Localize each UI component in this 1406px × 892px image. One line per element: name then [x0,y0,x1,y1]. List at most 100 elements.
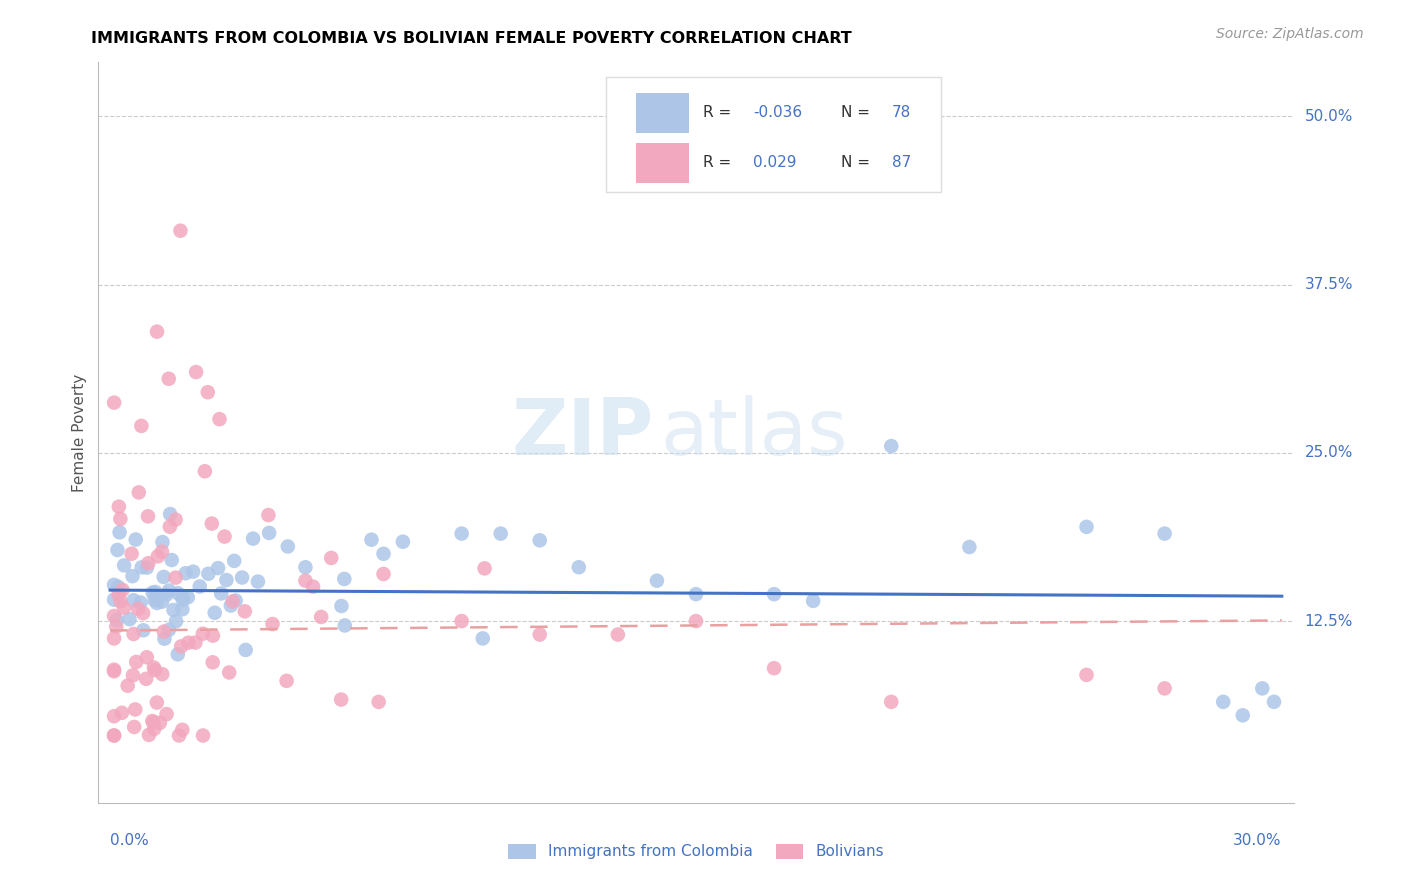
Point [165,614,187,628]
Point [309,610,332,624]
Point [132,624,155,638]
Point [360,533,382,547]
Point [103,663,125,677]
Point [138,556,160,570]
Point [172,592,194,607]
Point [125,655,148,669]
Point [135,672,157,686]
Text: 0.0%: 0.0% [110,833,149,848]
Point [763,587,786,601]
Point [880,439,903,453]
Text: IMMIGRANTS FROM COLOMBIA VS BOLIVIAN FEMALE POVERTY CORRELATION CHART: IMMIGRANTS FROM COLOMBIA VS BOLIVIAN FEM… [91,31,852,46]
Text: R =: R = [703,105,737,120]
Point [142,660,165,674]
Point [177,591,200,605]
Point [107,543,129,558]
Point [474,561,496,575]
Text: 78: 78 [891,105,911,120]
Point [218,665,240,680]
Point [131,418,153,433]
Point [103,729,125,743]
Text: 12.5%: 12.5% [1305,614,1353,629]
Point [645,574,668,588]
Point [121,547,143,561]
Point [172,723,194,737]
Text: 50.0%: 50.0% [1305,109,1353,124]
Text: 87: 87 [891,155,911,170]
Point [129,595,152,609]
FancyBboxPatch shape [637,143,689,183]
Point [1263,695,1285,709]
Point [242,532,264,546]
Point [136,560,159,574]
Point [294,574,316,588]
Point [197,385,219,400]
Point [157,372,180,386]
Point [132,606,155,620]
Point [333,618,356,632]
Point [219,599,242,613]
Point [112,600,135,615]
Point [333,572,356,586]
Point [392,534,415,549]
Point [233,604,256,618]
Point [204,606,226,620]
Point [685,614,707,628]
Point [276,673,298,688]
Point [165,512,187,526]
Point [118,612,141,626]
Point [166,647,188,661]
Point [152,535,174,549]
Point [145,590,167,604]
FancyBboxPatch shape [637,93,689,133]
Point [138,728,160,742]
FancyBboxPatch shape [606,78,941,192]
Point [529,627,551,641]
Point [103,729,125,743]
Point [801,594,824,608]
Point [150,667,173,681]
Point [131,560,153,574]
Point [103,709,125,723]
Point [152,570,174,584]
Text: atlas: atlas [661,394,848,471]
Point [107,587,129,601]
Point [143,663,166,677]
Point [197,566,219,581]
Point [330,599,353,613]
Point [121,569,143,583]
Point [122,720,145,734]
Point [112,558,135,573]
Text: N =: N = [841,105,875,120]
Text: N =: N = [841,155,875,170]
Point [103,665,125,679]
Point [122,627,145,641]
Point [172,590,194,604]
Point [117,679,139,693]
Point [191,626,214,640]
Point [159,519,181,533]
Point [235,643,257,657]
Point [450,614,472,628]
Point [177,636,200,650]
Point [188,579,211,593]
Point [321,551,343,566]
Point [155,588,177,602]
Point [124,702,146,716]
Point [471,632,494,646]
Text: 25.0%: 25.0% [1305,445,1353,460]
Point [1153,526,1175,541]
Point [880,695,903,709]
Legend: Immigrants from Colombia, Bolivians: Immigrants from Colombia, Bolivians [502,838,890,865]
Point [103,395,125,409]
Point [105,613,128,627]
Point [170,640,193,654]
Point [153,632,176,646]
Point [1153,681,1175,696]
Point [157,623,180,637]
Point [174,566,197,581]
Point [103,609,125,624]
Point [141,714,163,728]
Point [201,629,224,643]
Point [231,570,253,584]
